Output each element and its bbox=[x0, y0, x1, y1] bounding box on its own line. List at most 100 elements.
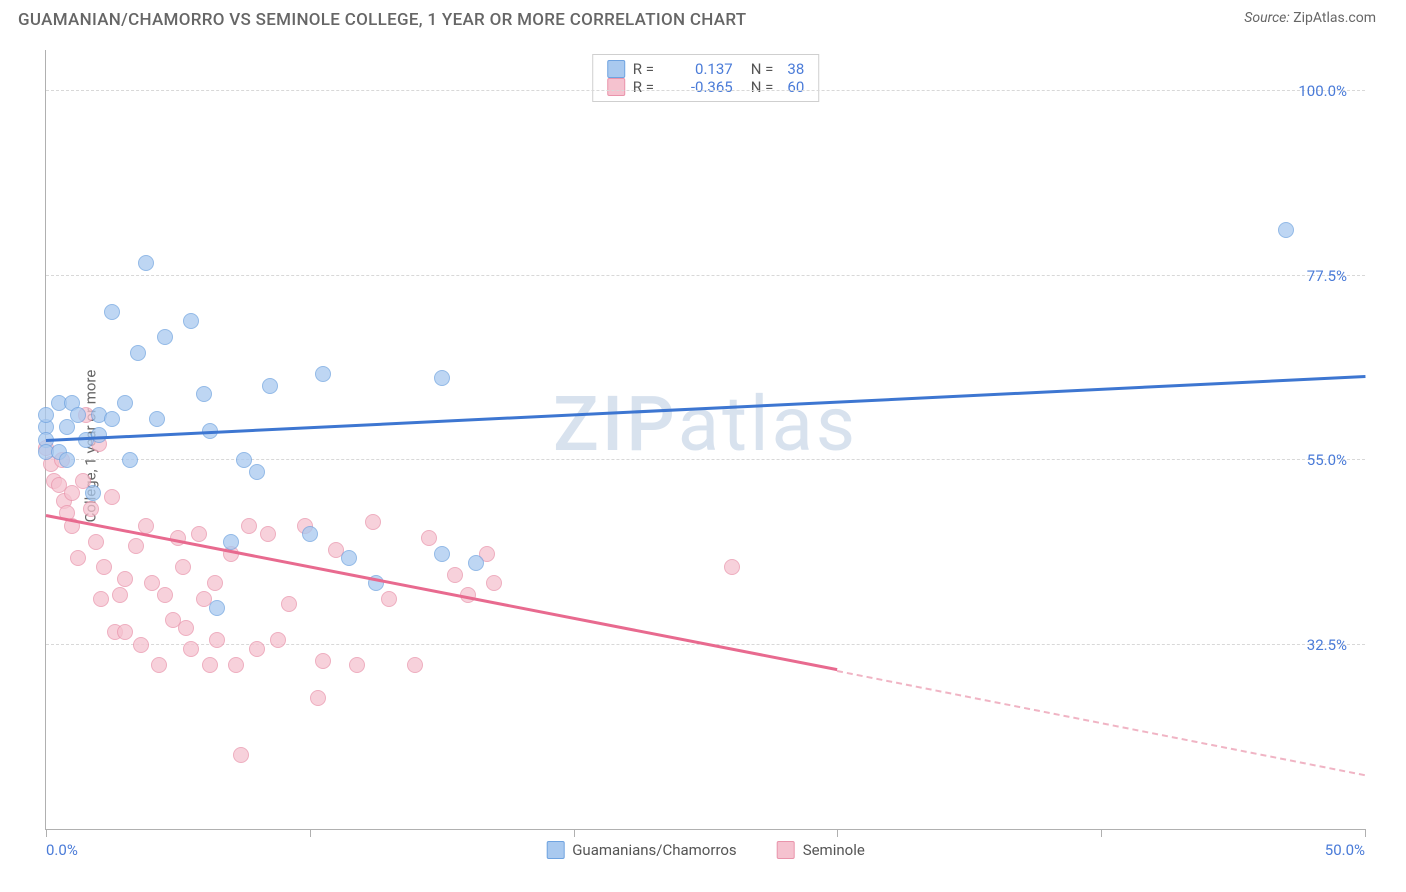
scatter-point bbox=[83, 501, 99, 517]
swatch-pink-icon bbox=[777, 841, 795, 859]
scatter-point bbox=[249, 464, 265, 480]
swatch-pink-icon bbox=[607, 78, 625, 96]
y-tick-label: 77.5% bbox=[1307, 267, 1347, 285]
scatter-point bbox=[175, 559, 191, 575]
r-label: R = bbox=[633, 78, 665, 96]
scatter-point bbox=[349, 657, 365, 673]
scatter-point bbox=[93, 591, 109, 607]
scatter-point bbox=[59, 452, 75, 468]
scatter-point bbox=[486, 575, 502, 591]
gridline bbox=[46, 90, 1365, 91]
x-tick bbox=[46, 829, 47, 837]
scatter-point bbox=[104, 411, 120, 427]
y-tick-label: 32.5% bbox=[1307, 636, 1347, 654]
scatter-point bbox=[202, 657, 218, 673]
scatter-point bbox=[151, 657, 167, 673]
watermark: ZIPatlas bbox=[553, 379, 858, 469]
scatter-point bbox=[112, 587, 128, 603]
scatter-point bbox=[207, 575, 223, 591]
scatter-point bbox=[149, 411, 165, 427]
scatter-point bbox=[241, 518, 257, 534]
scatter-point bbox=[191, 526, 207, 542]
scatter-point bbox=[468, 555, 484, 571]
scatter-point bbox=[117, 624, 133, 640]
scatter-point bbox=[249, 641, 265, 657]
chart-container: GUAMANIAN/CHAMORRO VS SEMINOLE COLLEGE, … bbox=[0, 0, 1406, 892]
trend-line bbox=[837, 670, 1365, 776]
plot-area: ZIPatlas R = 0.137 N = 38 R = -0.365 N =… bbox=[45, 50, 1365, 830]
scatter-point bbox=[117, 571, 133, 587]
x-tick-label: 0.0% bbox=[46, 841, 78, 859]
scatter-point bbox=[233, 747, 249, 763]
scatter-point bbox=[196, 386, 212, 402]
scatter-point bbox=[183, 313, 199, 329]
scatter-point bbox=[302, 526, 318, 542]
n-label: N = bbox=[751, 60, 774, 78]
x-tick bbox=[310, 829, 311, 837]
scatter-point bbox=[157, 329, 173, 345]
chart-source: Source: ZipAtlas.com bbox=[1244, 10, 1376, 26]
scatter-point bbox=[85, 485, 101, 501]
scatter-point bbox=[70, 550, 86, 566]
scatter-point bbox=[262, 378, 278, 394]
chart-title: GUAMANIAN/CHAMORRO VS SEMINOLE COLLEGE, … bbox=[18, 10, 746, 30]
scatter-point bbox=[130, 345, 146, 361]
scatter-point bbox=[281, 596, 297, 612]
r-label: R = bbox=[633, 60, 665, 78]
scatter-point bbox=[70, 407, 86, 423]
scatter-point bbox=[122, 452, 138, 468]
legend-item-pink: Seminole bbox=[777, 841, 865, 859]
scatter-point bbox=[104, 304, 120, 320]
scatter-point bbox=[96, 559, 112, 575]
scatter-point bbox=[447, 567, 463, 583]
correlation-legend: R = 0.137 N = 38 R = -0.365 N = 60 bbox=[592, 54, 820, 102]
swatch-blue-icon bbox=[546, 841, 564, 859]
legend-label: Guamanians/Chamorros bbox=[572, 841, 736, 859]
scatter-point bbox=[138, 518, 154, 534]
scatter-point bbox=[270, 632, 286, 648]
header: GUAMANIAN/CHAMORRO VS SEMINOLE COLLEGE, … bbox=[0, 0, 1406, 36]
scatter-point bbox=[38, 407, 54, 423]
x-tick bbox=[574, 829, 575, 837]
gridline bbox=[46, 275, 1365, 276]
scatter-point bbox=[138, 255, 154, 271]
scatter-point bbox=[315, 653, 331, 669]
legend-label: Seminole bbox=[803, 841, 865, 859]
scatter-point bbox=[315, 366, 331, 382]
scatter-point bbox=[381, 591, 397, 607]
scatter-point bbox=[223, 534, 239, 550]
scatter-point bbox=[104, 489, 120, 505]
scatter-point bbox=[341, 550, 357, 566]
swatch-blue-icon bbox=[607, 60, 625, 78]
scatter-point bbox=[310, 690, 326, 706]
scatter-point bbox=[133, 637, 149, 653]
scatter-point bbox=[209, 632, 225, 648]
scatter-point bbox=[421, 530, 437, 546]
scatter-point bbox=[260, 526, 276, 542]
scatter-point bbox=[434, 546, 450, 562]
legend-item-blue: Guamanians/Chamorros bbox=[546, 841, 736, 859]
source-label: Source: bbox=[1244, 10, 1289, 26]
scatter-point bbox=[434, 370, 450, 386]
y-tick-label: 55.0% bbox=[1307, 451, 1347, 469]
x-tick bbox=[837, 829, 838, 837]
series-legend: Guamanians/Chamorros Seminole bbox=[546, 841, 865, 859]
n-value-pink: 60 bbox=[787, 78, 804, 96]
scatter-point bbox=[128, 538, 144, 554]
source-value: ZipAtlas.com bbox=[1293, 10, 1376, 26]
legend-row-pink: R = -0.365 N = 60 bbox=[607, 78, 805, 96]
legend-row-blue: R = 0.137 N = 38 bbox=[607, 60, 805, 78]
scatter-point bbox=[209, 600, 225, 616]
scatter-point bbox=[228, 657, 244, 673]
scatter-point bbox=[183, 641, 199, 657]
scatter-point bbox=[407, 657, 423, 673]
scatter-point bbox=[365, 514, 381, 530]
scatter-point bbox=[724, 559, 740, 575]
y-tick-label: 100.0% bbox=[1298, 82, 1347, 100]
scatter-point bbox=[157, 587, 173, 603]
x-tick bbox=[1101, 829, 1102, 837]
n-label: N = bbox=[751, 78, 774, 96]
scatter-point bbox=[1278, 222, 1294, 238]
scatter-point bbox=[178, 620, 194, 636]
scatter-point bbox=[144, 575, 160, 591]
